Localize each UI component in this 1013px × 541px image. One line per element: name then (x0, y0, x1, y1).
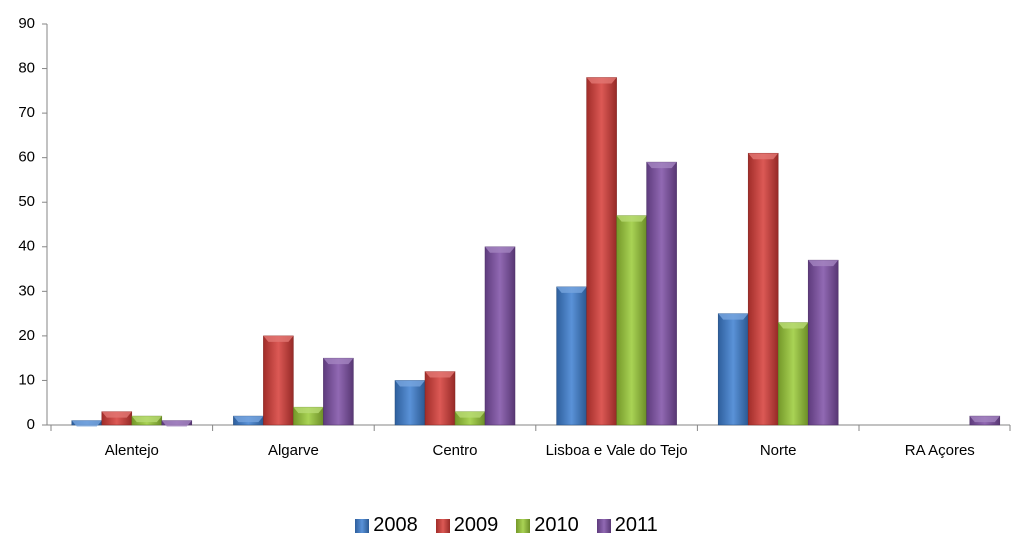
bar-bevel (233, 416, 264, 423)
bar-bevel (556, 286, 587, 293)
x-tick-label: Alentejo (104, 442, 159, 459)
bar-bevel (101, 411, 132, 418)
bar (394, 380, 426, 426)
y-tick-label: 90 (18, 15, 35, 32)
bar-bevel (71, 420, 102, 427)
bar (556, 286, 587, 426)
bar (646, 161, 677, 426)
y-tick-label: 60 (18, 149, 35, 166)
bar (747, 152, 779, 426)
legend-label: 2010 (534, 514, 579, 536)
bar (263, 335, 294, 426)
bar-bevel (323, 358, 354, 365)
x-tick-label: Lisboa e Vale do Tejo (545, 442, 688, 459)
bar (424, 371, 456, 426)
y-tick-label: 20 (18, 327, 35, 344)
legend-item: 2011 (596, 514, 658, 537)
legend-swatch (435, 518, 450, 533)
bar-bevel (161, 420, 192, 427)
bar-bevel (646, 162, 677, 169)
legend-label: 2011 (614, 514, 658, 536)
bar-bevel (263, 335, 294, 342)
legend-label: 2009 (453, 514, 499, 536)
y-tick-label: 0 (27, 416, 35, 433)
bar (484, 246, 516, 426)
bar-bevel (778, 322, 809, 329)
bar (717, 313, 749, 426)
x-tick-label: Centro (432, 442, 478, 459)
bar-bevel (485, 246, 515, 253)
bar-bevel (455, 411, 485, 418)
bar-bevel (808, 260, 839, 267)
bar-bevel (718, 313, 749, 320)
bar (616, 215, 647, 426)
bar (807, 259, 839, 426)
legend-swatch (596, 518, 611, 533)
legend-label: 2008 (373, 514, 418, 536)
bar (323, 357, 354, 426)
bar-bevel (425, 371, 455, 378)
bar (586, 77, 617, 426)
legend-swatch (355, 518, 370, 533)
y-tick-label: 30 (18, 282, 35, 299)
y-tick-label: 50 (18, 193, 35, 210)
bar-bevel (616, 215, 647, 222)
legend-item: 2009 (435, 514, 499, 537)
x-tick-label: Algarve (267, 442, 319, 459)
y-tick-label: 70 (18, 104, 35, 121)
legend-swatch (516, 518, 531, 533)
bar-bevel (586, 77, 617, 84)
bar-bevel (748, 153, 779, 160)
bar-bevel (395, 380, 425, 387)
x-tick-label: Norte (759, 442, 797, 459)
bar-bevel (293, 407, 324, 414)
x-tick-label: RA Açores (904, 442, 975, 459)
bar-bevel (969, 416, 1000, 423)
bar (777, 322, 809, 426)
y-tick-label: 10 (18, 371, 35, 388)
y-tick-label: 40 (18, 238, 35, 255)
legend-item: 2008 (355, 514, 418, 537)
legend-item: 2010 (516, 514, 579, 537)
bar-bevel (131, 416, 162, 423)
y-tick-label: 80 (18, 60, 35, 77)
legend: 2008 2009 2010 2011 (0, 514, 1013, 537)
